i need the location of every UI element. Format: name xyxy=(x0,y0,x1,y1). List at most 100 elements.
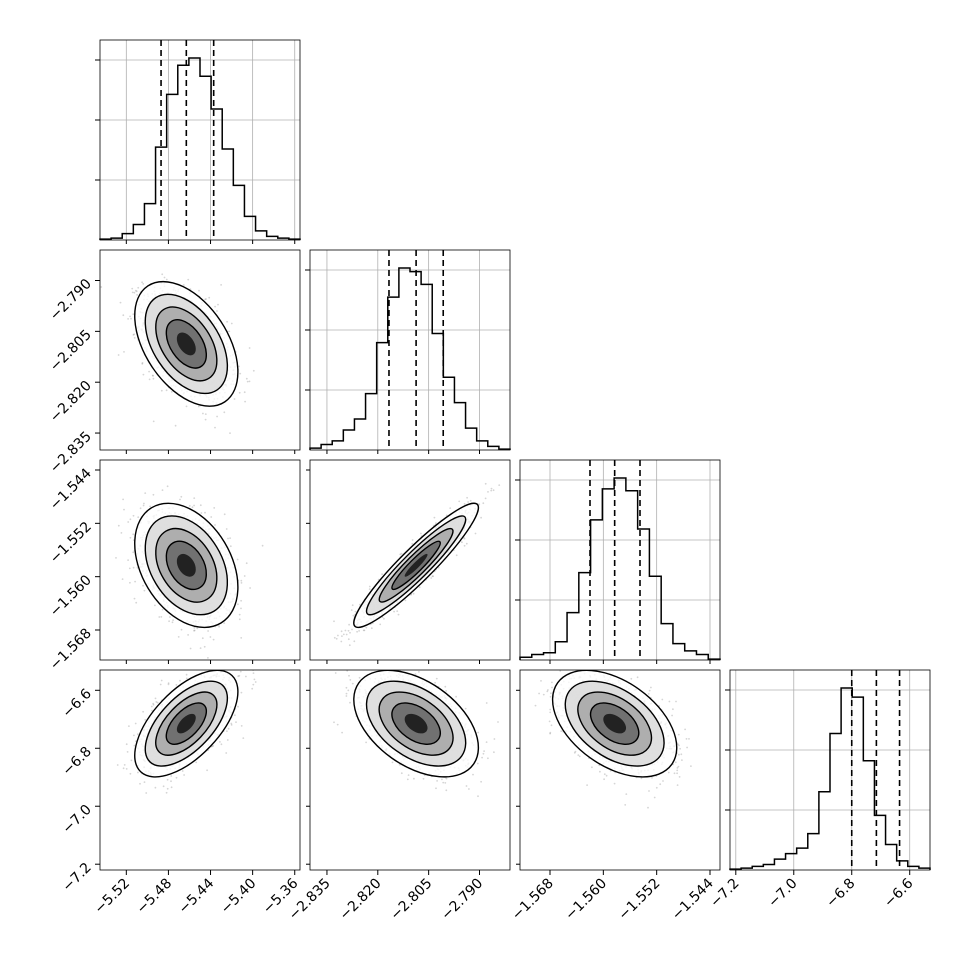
sample-point xyxy=(189,647,192,650)
sample-point xyxy=(412,592,415,595)
panel-content xyxy=(333,482,501,647)
sample-point xyxy=(202,412,204,415)
sample-point xyxy=(365,626,368,629)
histogram-bar xyxy=(211,109,222,240)
sample-point xyxy=(244,400,247,403)
sample-point xyxy=(220,284,223,286)
sample-point xyxy=(437,566,440,569)
sample-point xyxy=(120,532,123,534)
sample-point xyxy=(161,608,164,611)
sample-point xyxy=(203,645,206,648)
sample-point xyxy=(191,506,194,509)
sample-point xyxy=(121,578,124,580)
histogram-bar xyxy=(377,343,388,450)
scatter-panel-1-0 xyxy=(99,249,301,451)
panel-frame xyxy=(729,669,931,871)
histogram-bar xyxy=(649,576,661,660)
panel-content xyxy=(115,485,264,659)
sample-point xyxy=(217,303,219,306)
histogram-bar xyxy=(661,624,673,660)
sample-point xyxy=(115,557,117,559)
sample-point xyxy=(142,373,145,376)
histogram-bar xyxy=(399,268,410,450)
sample-point xyxy=(243,391,246,394)
histogram-bar xyxy=(321,445,332,450)
sample-point xyxy=(132,533,135,536)
sample-point xyxy=(399,553,402,556)
sample-point xyxy=(141,362,144,365)
sample-point xyxy=(196,627,199,630)
histogram-bar xyxy=(763,865,774,870)
histogram-bar xyxy=(532,655,544,660)
sample-point xyxy=(463,537,466,540)
sample-point xyxy=(187,634,190,636)
panel-frame xyxy=(519,459,721,661)
sample-point xyxy=(209,636,212,638)
sample-point xyxy=(467,501,469,503)
histogram-step xyxy=(729,687,931,870)
sample-point xyxy=(119,301,122,304)
sample-point xyxy=(214,524,216,526)
sample-point xyxy=(204,511,206,514)
sample-point xyxy=(171,621,174,624)
sample-point xyxy=(201,637,204,640)
sample-point xyxy=(347,629,350,632)
sample-point xyxy=(193,627,196,629)
sample-point xyxy=(179,498,181,501)
sample-point xyxy=(132,566,135,569)
sample-point xyxy=(152,377,155,380)
sample-point xyxy=(148,378,151,381)
sample-point xyxy=(144,492,147,494)
sample-point xyxy=(132,313,135,316)
panel-background xyxy=(520,460,720,660)
sample-point xyxy=(238,391,241,394)
sample-point xyxy=(132,334,135,336)
sample-point xyxy=(248,380,251,383)
sample-point xyxy=(246,380,249,383)
sample-point xyxy=(340,640,343,643)
sample-point xyxy=(182,284,185,286)
sample-point xyxy=(218,625,221,628)
sample-point xyxy=(198,289,200,292)
histogram-bar xyxy=(354,419,365,450)
sample-point xyxy=(160,389,163,392)
histogram-bar xyxy=(256,231,267,240)
sample-point xyxy=(411,539,414,541)
sample-point xyxy=(208,296,211,299)
histogram-bar xyxy=(808,834,819,870)
sample-point xyxy=(123,508,125,511)
sample-point xyxy=(188,505,191,507)
sample-point xyxy=(214,426,216,429)
sample-point xyxy=(169,616,171,618)
panel-background xyxy=(310,250,510,450)
histogram-bar xyxy=(579,573,591,660)
sample-point xyxy=(243,575,246,577)
sample-point xyxy=(238,365,240,368)
sample-point xyxy=(127,521,130,523)
sample-point xyxy=(207,630,210,632)
sample-point xyxy=(177,636,180,638)
sample-point xyxy=(238,613,241,616)
sample-point xyxy=(404,599,407,602)
histogram-bar xyxy=(244,216,255,240)
sample-point xyxy=(161,273,164,276)
sample-point xyxy=(158,616,161,618)
sample-point xyxy=(348,644,351,647)
sample-point xyxy=(358,630,360,632)
panel-frame xyxy=(99,459,301,661)
sample-point xyxy=(180,628,183,631)
sample-point xyxy=(142,584,144,587)
sample-point xyxy=(230,322,233,325)
sample-point xyxy=(239,372,242,375)
sample-point xyxy=(128,567,131,570)
sample-point xyxy=(249,587,252,589)
sample-point xyxy=(122,498,124,501)
sample-point xyxy=(166,485,169,488)
sample-point xyxy=(199,504,202,507)
histogram-bar xyxy=(178,65,189,240)
sample-point xyxy=(204,418,207,421)
sample-point xyxy=(127,559,129,561)
sample-point xyxy=(351,604,354,607)
histogram-bar xyxy=(466,428,477,450)
sample-point xyxy=(117,354,120,356)
